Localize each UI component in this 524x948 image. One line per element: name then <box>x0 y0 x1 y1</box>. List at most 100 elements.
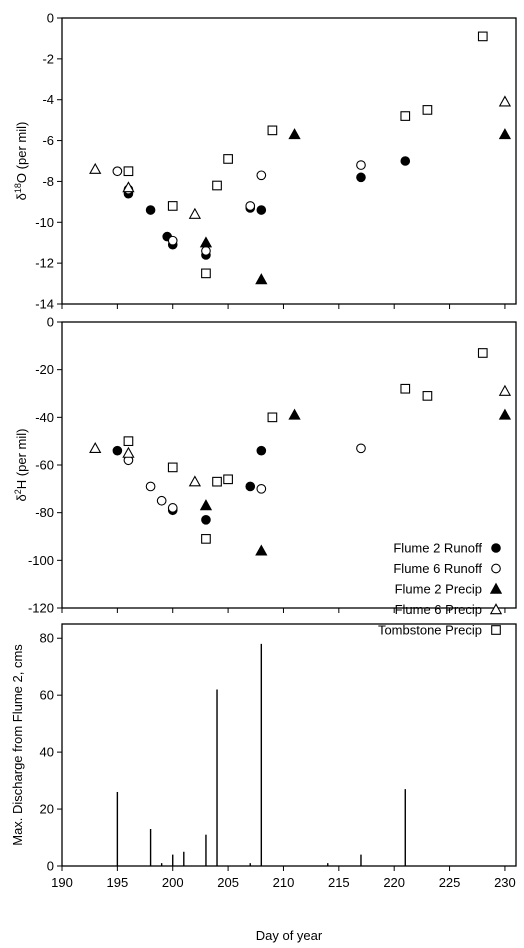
data-point <box>256 483 267 494</box>
data-point <box>188 475 202 487</box>
y-tick-label: -12 <box>35 256 54 271</box>
panel-1-axes: -120 -100 -80 -60 -40 -20 0 <box>28 315 506 616</box>
data-point <box>477 348 488 358</box>
data-point <box>288 128 301 140</box>
panel-0-axes: -14 -12 -10 -8 -6 -4 -2 0 <box>35 11 506 312</box>
data-point <box>145 481 156 492</box>
data-point <box>356 443 366 454</box>
panel-2-axes: 0 20 40 60 80 190 195 200 205 210 215 220 225 230 <box>40 631 516 890</box>
data-point <box>288 408 301 420</box>
data-point <box>400 156 411 166</box>
y-tick-label: -120 <box>28 601 54 616</box>
x-tick-label: 220 <box>383 875 405 890</box>
legend-marker <box>489 582 503 594</box>
series-flume-2-precip <box>199 128 512 285</box>
data-point <box>199 236 213 248</box>
legend-label: Flume 6 Precip <box>395 602 482 617</box>
panel-d18o-ylabel: δ18O (per mil) <box>13 122 29 201</box>
y-tick-label: -4 <box>42 92 54 107</box>
data-point <box>112 166 123 177</box>
x-tick-label: 210 <box>273 875 295 890</box>
x-tick-label: 195 <box>107 875 129 890</box>
y-tick-label: 60 <box>40 688 54 703</box>
data-point <box>356 172 366 183</box>
data-point <box>400 111 411 121</box>
data-point <box>89 162 102 174</box>
ticks-layer: -14-12-10-8-6-4-20-120-100-80-60-40-2000… <box>28 11 516 891</box>
y-tick-label: -40 <box>35 410 54 425</box>
legend-marker <box>489 603 503 615</box>
data-point <box>201 534 211 544</box>
series-flume-6-precip <box>89 384 512 487</box>
x-tick-label: 205 <box>217 875 239 890</box>
data-point <box>256 445 267 456</box>
data-point <box>167 462 178 473</box>
y-tick-label: 0 <box>47 315 54 330</box>
x-axis-title: Day of year <box>256 928 323 943</box>
data-point <box>212 476 222 487</box>
legend-marker <box>491 563 501 574</box>
series-flume-6-precip <box>89 95 512 219</box>
panel-d2h-ylabel: δ2H (per mil) <box>13 429 29 502</box>
data-point <box>223 154 233 164</box>
data-point <box>167 503 178 513</box>
series-flume-2-runoff <box>112 445 267 525</box>
legend-label: Tombstone Precip <box>378 623 482 638</box>
series-flume-6-runoff <box>123 443 366 513</box>
data-point <box>201 515 211 525</box>
panel-discharge-frame <box>61 623 517 867</box>
y-tick-label: -100 <box>28 553 54 568</box>
data-point <box>112 445 123 456</box>
y-tick-label: 0 <box>47 11 54 26</box>
data-point <box>223 474 233 485</box>
legend-label: Flume 2 Precip <box>395 582 482 597</box>
data-point <box>212 180 222 191</box>
series-flume-2-runoff <box>123 156 411 260</box>
data-point <box>498 408 512 420</box>
y-tick-label: -2 <box>42 51 54 66</box>
y-tick-label: -80 <box>35 505 54 520</box>
data-point <box>498 128 512 140</box>
data-point <box>156 495 167 506</box>
y-tick-label: -14 <box>35 297 54 312</box>
x-tick-label: 215 <box>328 875 350 890</box>
data-point <box>201 246 211 256</box>
data-point <box>145 205 156 215</box>
legend: Flume 2 Runoff Flume 6 Runoff Flume 2 Prec… <box>378 541 503 638</box>
data-point <box>477 31 488 42</box>
data-point <box>245 201 256 211</box>
legend-label: Flume 6 Runoff <box>393 561 482 576</box>
data-point <box>356 160 366 170</box>
y-tick-label: 20 <box>40 802 54 817</box>
data-point <box>201 268 211 279</box>
y-tick-label: 80 <box>40 631 54 646</box>
panel-discharge-ylabel: Max. Discharge from Flume 2, cms <box>10 644 25 846</box>
data-point <box>245 481 256 492</box>
data-point <box>498 384 512 396</box>
data-point <box>422 391 433 401</box>
y-tick-label: 0 <box>47 859 54 874</box>
series-flume-2-precip <box>199 408 512 556</box>
y-tick-label: -6 <box>42 133 54 148</box>
data-point <box>199 499 213 511</box>
data-point <box>123 166 134 177</box>
y-tick-label: -60 <box>35 458 54 473</box>
y-tick-label: -10 <box>35 215 54 230</box>
data-point <box>188 207 202 219</box>
data-point <box>89 441 102 454</box>
x-tick-label: 190 <box>51 875 73 890</box>
data-point <box>255 273 268 285</box>
series-tombstone-precip <box>123 31 488 279</box>
data-point <box>167 235 178 246</box>
data-point <box>422 105 433 115</box>
data-point <box>400 383 411 394</box>
legend-marker <box>491 625 501 635</box>
data-point <box>122 181 135 193</box>
data-point <box>256 170 267 181</box>
data-point <box>267 125 278 136</box>
legend-marker <box>491 543 501 553</box>
legend-label: Flume 2 Runoff <box>393 541 482 556</box>
panel-d18o-frame <box>61 17 517 305</box>
data-point <box>256 205 267 215</box>
